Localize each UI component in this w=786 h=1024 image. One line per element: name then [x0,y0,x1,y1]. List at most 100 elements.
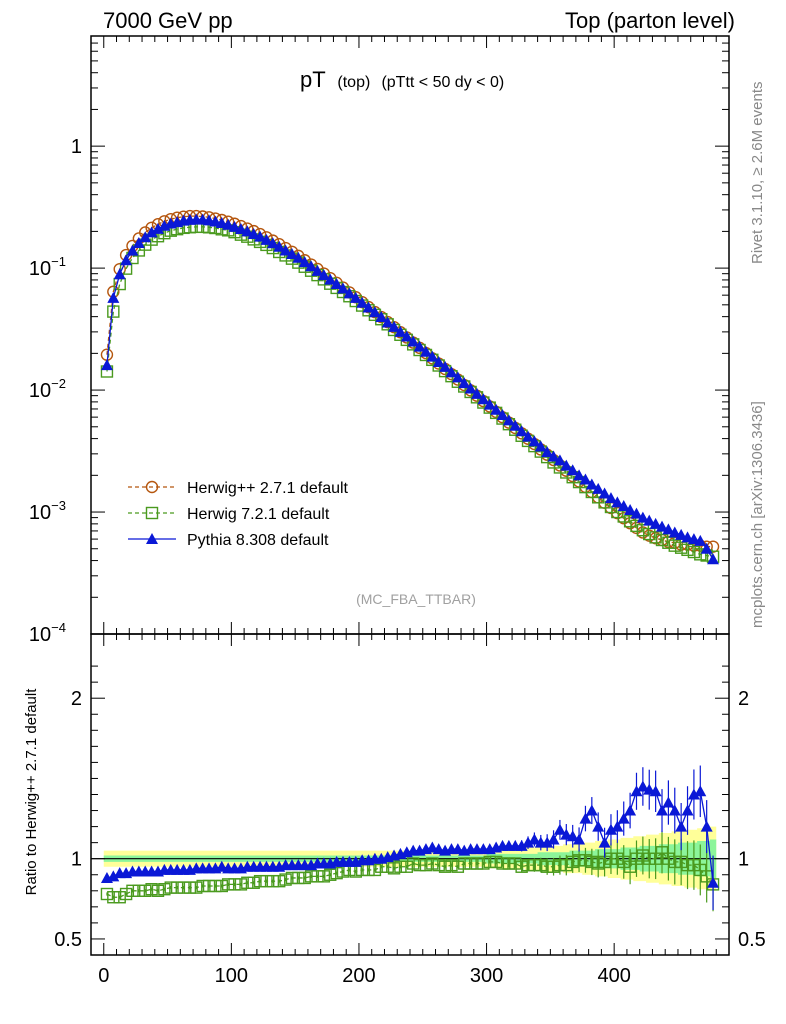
data-point-herwig72 [649,531,662,544]
data-point-pythia [439,360,452,372]
data-point-pythia [343,287,356,299]
data-point-pythia [534,440,547,452]
ratio-point-herwig72 [464,857,477,870]
ratio-point-herwig72 [528,858,541,872]
data-point-pythia [400,330,413,342]
legend-entry-herwig72: Herwig 7.2.1 default [128,506,330,523]
data-point-pythia [560,459,573,471]
series-pythia [100,213,720,565]
ratio-point-herwig72 [572,854,586,867]
ratio-point-herwig72 [560,858,573,872]
rivet-label: Rivet 3.1.10, ≥ 2.6M events [749,82,766,265]
ratio-point-pythia [649,785,662,797]
ratio-point-herwig72 [164,881,177,894]
data-point-pythia [483,398,496,410]
data-point-pythia [464,382,477,394]
data-point-pythia [707,553,720,565]
header-left: 7000 GeV pp [103,8,233,33]
ratio-point-herwig72 [311,870,324,883]
data-point-pythia [585,478,598,490]
data-point-pythia [241,225,254,237]
ratio-point-herwig72 [260,874,273,888]
data-point-pythia [368,306,381,318]
legend-label-pythia: Pythia 8.308 default [187,532,329,549]
ratio-point-herwig72 [592,857,605,870]
ratio-point-herwig72 [470,857,484,870]
data-point-pythia [305,260,318,272]
data-point-herwig72 [623,515,637,528]
data-point-herwig72 [674,541,688,554]
ratio-point-pythia [547,833,560,845]
legend-label-herwig27: Herwig++ 2.7.1 default [187,480,349,497]
ratio-point-pythia [694,785,707,797]
legend: Herwig++ 2.7.1 default Herwig 7.2.1 defa… [128,480,349,549]
data-point-pythia [349,291,362,303]
data-point-pythia [266,237,279,249]
ratio-point-herwig72 [394,860,407,873]
data-point-pythia [247,227,260,239]
ratio-point-pythia [566,830,579,842]
ratio-point-herwig72 [451,860,465,873]
ratio-point-herwig72 [496,857,509,870]
ratio-point-herwig72 [694,863,707,877]
ratio-point-herwig72 [151,884,165,897]
data-point-pythia [362,301,375,313]
ratio-point-herwig72 [126,884,139,897]
ratio-point-herwig72 [279,873,292,886]
y-tick-label: 1 [71,136,82,158]
ratio-point-herwig72 [649,852,662,865]
ratio-point-herwig72 [509,857,522,870]
data-point-pythia [273,240,286,252]
data-point-pythia [624,503,637,515]
ratio-point-herwig72 [228,878,241,891]
ratio-point-herwig72 [285,871,299,885]
ratio-point-pythia [662,796,675,808]
ratio-point-herwig72 [579,854,592,867]
ratio-point-herwig72 [547,860,560,873]
data-point-pythia [515,425,528,437]
data-point-pythia [496,408,509,420]
data-point-pythia [451,371,464,383]
ratio-point-herwig72 [483,855,496,869]
ratio-point-pythia [604,823,617,835]
data-point-pythia [617,500,630,512]
ratio-point-herwig72 [643,852,656,865]
ratio-point-pythia [611,820,624,832]
ratio-point-herwig72 [681,858,694,872]
ratio-point-pythia [515,839,528,851]
ratio-series-group [100,765,720,912]
ratio-point-pythia [585,804,598,816]
data-point-pythia [579,473,592,485]
ratio-point-herwig72 [611,852,624,865]
data-point-herwig72 [687,545,701,559]
ratio-point-pythia [617,812,630,824]
ratio-point-herwig72 [662,852,675,865]
ratio-point-herwig72 [298,871,311,885]
ratio-point-herwig72 [177,881,190,894]
data-point-pythia [668,526,681,538]
data-point-pythia [337,282,350,294]
data-point-pythia [694,534,707,546]
data-point-pythia [234,223,247,235]
header-right: Top (parton level) [565,8,735,33]
ratio-point-pythia [573,833,586,845]
data-point-pythia [120,254,133,266]
legend-label-herwig72: Herwig 7.2.1 default [187,506,330,523]
ratio-point-pythia [668,804,681,816]
data-point-pythia [107,291,120,303]
ratio-point-pythia [598,836,611,848]
ratio-point-herwig72 [273,874,286,888]
data-point-pythia [662,523,675,535]
data-point-pythia [566,464,579,476]
x-tick-label: 0 [98,965,109,987]
ratio-point-herwig72 [668,855,681,869]
data-point-pythia [413,340,426,352]
data-point-pythia [228,220,241,232]
data-point-pythia [139,231,152,243]
ratio-point-herwig72 [202,879,216,893]
data-point-pythia [541,446,554,458]
data-point-herwig72 [668,539,681,552]
data-point-pythia [113,268,126,280]
ratio-point-herwig72 [674,855,688,869]
data-point-pythia [356,296,369,308]
